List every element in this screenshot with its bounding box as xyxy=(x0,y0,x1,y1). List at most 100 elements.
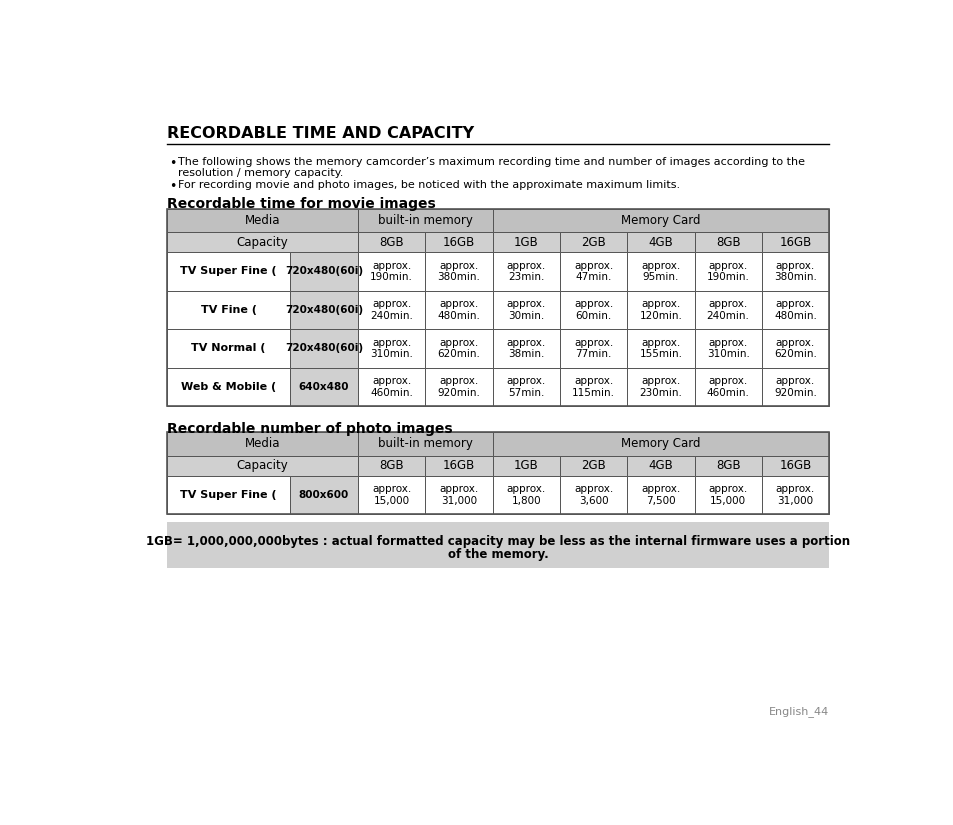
Bar xyxy=(167,209,357,232)
Text: Recordable time for movie images: Recordable time for movie images xyxy=(167,197,436,211)
Text: approx.
480min.: approx. 480min. xyxy=(773,299,816,321)
Bar xyxy=(761,455,828,475)
Bar xyxy=(761,290,828,329)
Text: 4GB: 4GB xyxy=(648,236,673,248)
Text: •: • xyxy=(170,157,177,170)
Text: 16GB: 16GB xyxy=(779,459,811,472)
Bar xyxy=(167,432,357,455)
Text: approx.
60min.: approx. 60min. xyxy=(574,299,613,321)
Bar xyxy=(357,432,492,455)
Bar xyxy=(626,475,694,514)
Text: approx.
240min.: approx. 240min. xyxy=(370,299,413,321)
Bar xyxy=(357,329,425,368)
Text: of the memory.: of the memory. xyxy=(447,548,548,560)
Bar xyxy=(167,475,290,514)
Bar xyxy=(492,455,559,475)
Bar xyxy=(167,290,290,329)
Text: approx.
230min.: approx. 230min. xyxy=(639,376,681,398)
Bar xyxy=(492,252,559,290)
Bar xyxy=(167,455,357,475)
Text: approx.
77min.: approx. 77min. xyxy=(574,337,613,359)
Text: 8GB: 8GB xyxy=(715,459,740,472)
Bar xyxy=(425,368,492,406)
Text: 720x480(60i): 720x480(60i) xyxy=(285,266,362,276)
Text: 8GB: 8GB xyxy=(715,236,740,248)
Bar xyxy=(492,329,559,368)
Bar xyxy=(492,290,559,329)
Bar xyxy=(290,290,357,329)
Text: approx.
310min.: approx. 310min. xyxy=(370,337,413,359)
Text: approx.
15,000: approx. 15,000 xyxy=(372,484,411,506)
Bar xyxy=(167,252,290,290)
Text: approx.
120min.: approx. 120min. xyxy=(639,299,681,321)
Bar xyxy=(694,475,761,514)
Text: approx.
310min.: approx. 310min. xyxy=(706,337,749,359)
Bar xyxy=(559,475,626,514)
Text: approx.
3,600: approx. 3,600 xyxy=(574,484,613,506)
Bar xyxy=(167,209,828,406)
Text: Web & Mobile (: Web & Mobile ( xyxy=(181,382,275,392)
Bar xyxy=(290,329,357,368)
Text: 720x480(60i): 720x480(60i) xyxy=(285,343,362,353)
Bar xyxy=(167,432,828,514)
Text: approx.
920min.: approx. 920min. xyxy=(773,376,816,398)
Text: The following shows the memory camcorder’s maximum recording time and number of : The following shows the memory camcorder… xyxy=(178,157,804,167)
Bar xyxy=(357,475,425,514)
Text: TV Super Fine (: TV Super Fine ( xyxy=(180,266,276,276)
Bar xyxy=(626,290,694,329)
Text: approx.
190min.: approx. 190min. xyxy=(370,261,413,282)
Text: approx.
620min.: approx. 620min. xyxy=(437,337,480,359)
Text: RECORDABLE TIME AND CAPACITY: RECORDABLE TIME AND CAPACITY xyxy=(167,126,474,141)
Text: approx.
240min.: approx. 240min. xyxy=(706,299,749,321)
Text: Media: Media xyxy=(245,437,280,450)
Bar xyxy=(761,475,828,514)
Text: 8GB: 8GB xyxy=(379,459,403,472)
Text: approx.
115min.: approx. 115min. xyxy=(572,376,615,398)
Text: 1GB= 1,000,000,000bytes : actual formatted capacity may be less as the internal : 1GB= 1,000,000,000bytes : actual formatt… xyxy=(146,535,849,549)
Text: approx.
380min.: approx. 380min. xyxy=(773,261,816,282)
Text: approx.
920min.: approx. 920min. xyxy=(437,376,480,398)
Bar xyxy=(425,232,492,252)
Text: approx.
1,800: approx. 1,800 xyxy=(506,484,545,506)
Bar xyxy=(626,368,694,406)
Bar xyxy=(559,290,626,329)
Bar xyxy=(492,368,559,406)
Text: 2GB: 2GB xyxy=(580,459,605,472)
Text: approx.
15,000: approx. 15,000 xyxy=(708,484,747,506)
Bar xyxy=(694,290,761,329)
Bar xyxy=(761,368,828,406)
Bar xyxy=(290,368,357,406)
Text: For recording movie and photo images, be noticed with the approximate maximum li: For recording movie and photo images, be… xyxy=(178,180,679,190)
Text: English_44: English_44 xyxy=(768,706,828,717)
Bar xyxy=(492,475,559,514)
Text: 16GB: 16GB xyxy=(442,236,475,248)
Bar xyxy=(425,475,492,514)
Bar xyxy=(357,252,425,290)
Bar xyxy=(167,232,357,252)
Text: 1GB: 1GB xyxy=(514,236,538,248)
Text: 16GB: 16GB xyxy=(779,236,811,248)
Bar xyxy=(761,232,828,252)
Bar xyxy=(167,368,290,406)
Text: 8GB: 8GB xyxy=(379,236,403,248)
Text: approx.
30min.: approx. 30min. xyxy=(506,299,545,321)
Text: approx.
57min.: approx. 57min. xyxy=(506,376,545,398)
Text: 16GB: 16GB xyxy=(442,459,475,472)
Text: approx.
47min.: approx. 47min. xyxy=(574,261,613,282)
Bar xyxy=(425,290,492,329)
Bar xyxy=(626,232,694,252)
Text: TV Fine (: TV Fine ( xyxy=(200,305,256,315)
Bar xyxy=(425,252,492,290)
Text: •: • xyxy=(170,180,177,193)
Text: approx.
460min.: approx. 460min. xyxy=(706,376,749,398)
Text: TV Super Fine (: TV Super Fine ( xyxy=(180,490,276,500)
Bar xyxy=(290,252,357,290)
Bar xyxy=(357,209,492,232)
Text: approx.
23min.: approx. 23min. xyxy=(506,261,545,282)
Text: approx.
7,500: approx. 7,500 xyxy=(640,484,679,506)
Text: approx.
460min.: approx. 460min. xyxy=(370,376,413,398)
Text: Memory Card: Memory Card xyxy=(620,214,700,227)
Text: built-in memory: built-in memory xyxy=(377,437,472,450)
Bar xyxy=(357,368,425,406)
Bar xyxy=(357,290,425,329)
